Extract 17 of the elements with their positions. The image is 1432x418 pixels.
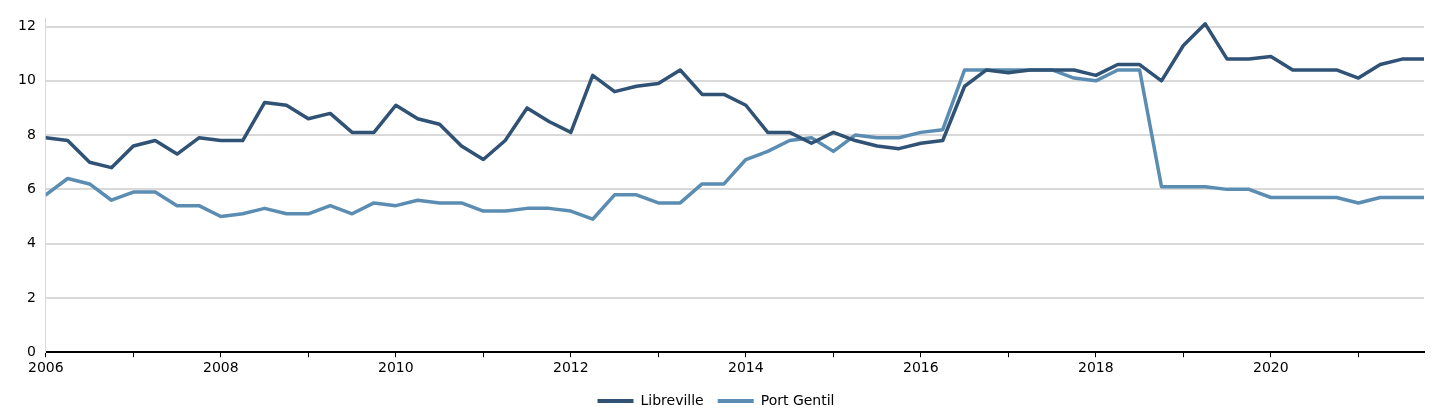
- y-tick-label: 10: [17, 71, 36, 88]
- x-tick-label: 2020: [1253, 359, 1289, 376]
- legend-label: Port Gentil: [760, 391, 835, 408]
- x-tick-label: 2006: [27, 359, 64, 376]
- x-tick-label: 2018: [1078, 359, 1114, 376]
- y-tick-label: 8: [26, 125, 36, 142]
- y-tick-label: 12: [17, 17, 36, 34]
- y-tick-label: 6: [26, 180, 36, 197]
- legend-label: Libreville: [640, 391, 704, 408]
- x-tick-label: 2016: [903, 359, 939, 376]
- x-tick-label: 2008: [203, 359, 239, 376]
- x-tick-label: 2012: [553, 359, 589, 376]
- y-tick-label: 2: [26, 288, 36, 305]
- x-tick-label: 2014: [728, 359, 764, 376]
- y-tick-label: 0: [26, 342, 36, 359]
- x-tick-label: 2010: [378, 359, 414, 376]
- y-tick-label: 4: [26, 234, 36, 251]
